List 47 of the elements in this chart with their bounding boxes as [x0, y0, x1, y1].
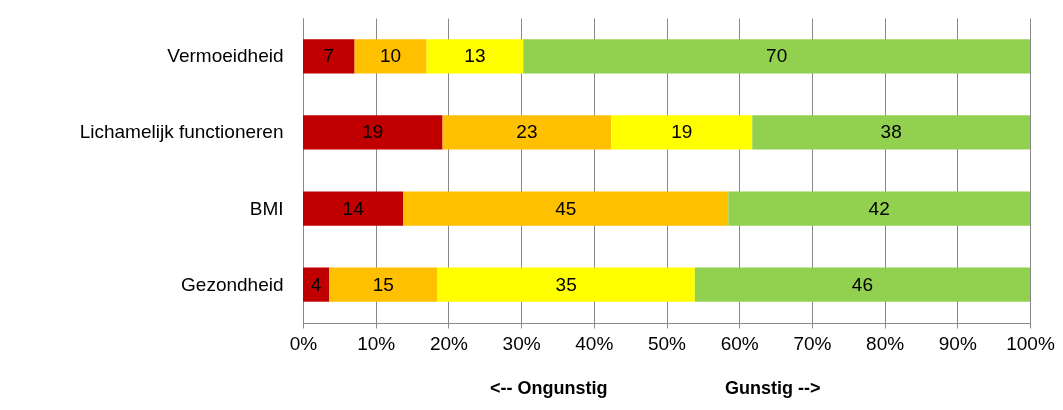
- text: <-- Ongunstig: [490, 378, 608, 399]
- x-tick-label: 20%: [429, 332, 469, 354]
- x-tick-label: 100%: [1006, 332, 1055, 354]
- bar: [523, 39, 1030, 74]
- data-label: 45: [555, 197, 577, 219]
- bar: [442, 115, 612, 150]
- bar: [611, 115, 753, 150]
- data-label: 70: [766, 45, 788, 67]
- bar: [303, 191, 404, 226]
- bar: [728, 191, 1030, 226]
- data-label: 14: [342, 197, 365, 219]
- x-tick-label: 90%: [938, 332, 977, 354]
- data-label: 23: [516, 121, 538, 143]
- text: Gunstig -->: [725, 378, 821, 399]
- y-tick-label: Vermoeidheid: [167, 45, 284, 67]
- bar: [694, 267, 1030, 302]
- y-tick-label: BMI: [249, 197, 284, 219]
- bar: [752, 115, 1030, 150]
- bar: [403, 191, 729, 226]
- bar: [303, 115, 443, 150]
- x-tick-label: 50%: [647, 332, 687, 354]
- x-tick-label: 0%: [289, 332, 318, 354]
- data-label: 19: [671, 121, 693, 143]
- bar: [354, 39, 427, 74]
- data-label: 19: [362, 121, 384, 143]
- data-label: 13: [464, 45, 486, 67]
- x-tick-label: 70%: [793, 332, 832, 354]
- data-label: 38: [880, 121, 902, 143]
- bar: [329, 267, 438, 302]
- y-tick-label: Lichamelijk functioneren: [79, 121, 284, 143]
- data-label: 42: [868, 197, 890, 219]
- bar: [303, 39, 355, 74]
- bar: [303, 267, 330, 302]
- x-tick-label: 60%: [720, 332, 759, 354]
- data-label: 46: [851, 273, 873, 295]
- x-tick-label: 40%: [575, 332, 614, 354]
- data-label: 15: [372, 273, 394, 295]
- data-label: 7: [323, 45, 335, 67]
- y-tick-label: Gezondheid: [181, 273, 284, 295]
- x-tick-label: 80%: [866, 332, 905, 354]
- bar: [426, 39, 524, 74]
- x-tick-label: 10%: [357, 332, 396, 354]
- data-label: 10: [380, 45, 402, 67]
- x-tick-label: 30%: [502, 332, 541, 354]
- bar: [437, 267, 695, 302]
- data-label: 35: [555, 273, 577, 295]
- data-label: 4: [310, 273, 322, 295]
